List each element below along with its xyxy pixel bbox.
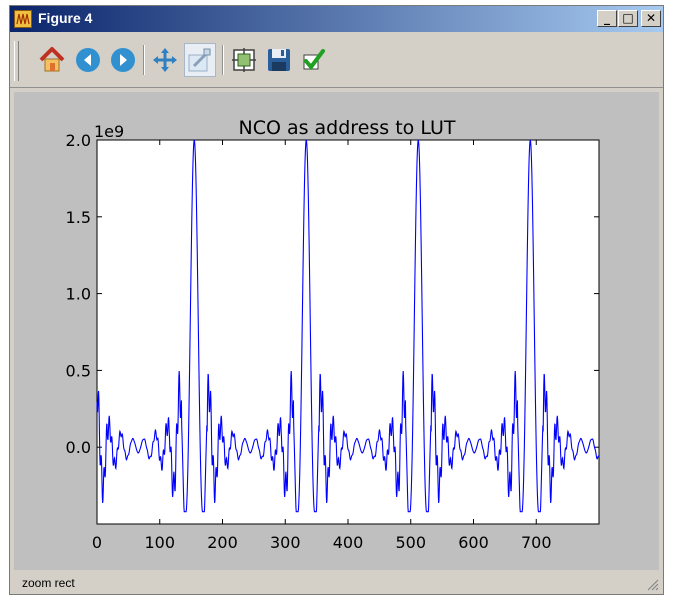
x-tick-label: 700 [521, 533, 552, 552]
close-button[interactable]: ✕ [641, 10, 661, 27]
back-button[interactable] [72, 43, 104, 77]
resize-grip-icon[interactable] [645, 577, 659, 591]
home-button[interactable] [36, 43, 68, 77]
title-bar[interactable]: Figure 4 _ □ ✕ [10, 6, 663, 32]
y-tick-label: 0.0 [66, 438, 91, 457]
toolbar-divider [10, 87, 663, 88]
plot-svg[interactable]: NCO as address to LUT 1e9 0 100 200 300 400 5… [14, 92, 659, 570]
status-bar: zoom rect [10, 572, 663, 594]
status-text: zoom rect [22, 576, 75, 590]
x-tick-label: 500 [395, 533, 426, 552]
x-tick-label: 200 [207, 533, 238, 552]
plot-area[interactable] [96, 139, 600, 525]
forward-button[interactable] [107, 43, 139, 77]
x-tick-label: 300 [270, 533, 301, 552]
y-offset-label: 1e9 [94, 122, 124, 141]
figure-window: Figure 4 _ □ ✕ [9, 5, 664, 595]
checkmark-icon [303, 49, 325, 71]
x-tick-label: 100 [144, 533, 175, 552]
chart-title: NCO as address to LUT [238, 117, 455, 139]
y-tick-label: 1.5 [66, 208, 91, 227]
toolbar-separator [222, 45, 224, 75]
window-title: Figure 4 [38, 10, 93, 26]
toolbar-grip[interactable] [14, 41, 19, 81]
back-arrow-icon [76, 48, 100, 72]
y-tick-label: 0.5 [66, 361, 91, 380]
subplots-button[interactable] [228, 43, 260, 77]
pan-button[interactable] [149, 43, 181, 77]
subplot-config-icon [232, 48, 256, 72]
zoom-rect-button[interactable] [184, 43, 216, 77]
matplotlib-app-icon [14, 10, 32, 28]
toolbar-separator [143, 45, 145, 75]
pan-arrows-icon [153, 48, 177, 72]
maximize-button[interactable]: □ [618, 10, 638, 27]
y-tick-label: 2.0 [66, 131, 91, 150]
figure-canvas[interactable]: NCO as address to LUT 1e9 0 100 200 300 400 5… [14, 92, 659, 570]
navigation-toolbar [10, 33, 663, 87]
zoom-rect-icon [188, 48, 212, 72]
save-button[interactable] [263, 43, 295, 77]
edit-parameters-button[interactable] [297, 43, 329, 77]
floppy-disk-icon [268, 49, 290, 71]
x-tick-label: 600 [458, 533, 489, 552]
x-tick-label: 400 [333, 533, 364, 552]
y-tick-label: 1.0 [66, 285, 91, 304]
forward-arrow-icon [111, 48, 135, 72]
series-line [96, 139, 600, 513]
home-icon [39, 47, 65, 72]
minimize-button[interactable]: _ [597, 10, 617, 27]
x-tick-label: 0 [92, 533, 102, 552]
